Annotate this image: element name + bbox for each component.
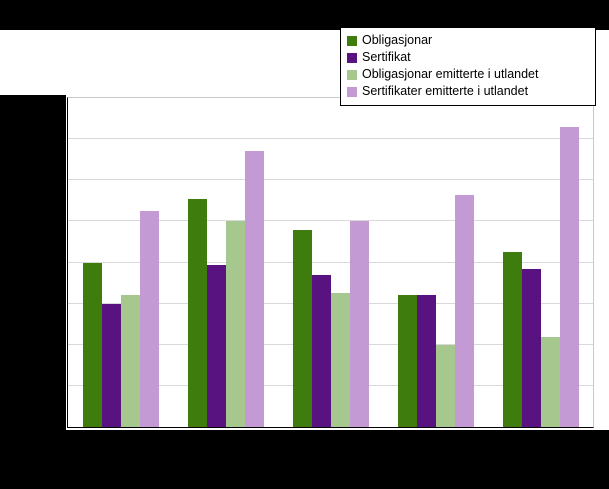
bar — [82, 262, 102, 427]
bar — [435, 344, 455, 427]
bar — [187, 198, 207, 427]
legend-item: Obligasjonar emitterte i utlandet — [347, 66, 589, 83]
bar — [349, 221, 369, 427]
bar — [101, 303, 121, 427]
legend: Obligasjonar Sertifikat Obligasjonar emi… — [340, 27, 596, 106]
bar — [559, 126, 579, 427]
legend-swatch-icon — [347, 86, 357, 97]
gridline — [68, 220, 593, 222]
bar — [311, 274, 331, 427]
bar — [521, 268, 541, 427]
bar-group — [173, 98, 278, 427]
bar — [502, 252, 522, 427]
legend-item: Obligasjonar — [347, 32, 589, 49]
gridline — [68, 261, 593, 263]
legend-label: Obligasjonar emitterte i utlandet — [362, 67, 539, 81]
bar-group — [278, 98, 383, 427]
bar-group — [68, 98, 173, 427]
bar — [454, 194, 474, 427]
bar — [540, 336, 560, 427]
legend-item: Sertifikat — [347, 49, 589, 66]
bar-groups — [68, 98, 593, 427]
legend-swatch-icon — [347, 69, 357, 80]
legend-label: Sertifikater emitterte i utlandet — [362, 84, 529, 98]
legend-label: Sertifikat — [362, 50, 411, 64]
bar — [330, 293, 350, 427]
bar — [225, 221, 245, 427]
bar — [292, 229, 312, 427]
bar — [139, 211, 159, 427]
legend-swatch-icon — [347, 52, 357, 63]
bar — [416, 295, 436, 427]
legend-item: Sertifikater emitterte i utlandet — [347, 83, 589, 100]
gridline — [68, 179, 593, 181]
bar — [397, 295, 417, 427]
bar — [120, 295, 140, 427]
legend-swatch-icon — [347, 35, 357, 46]
legend-label: Obligasjonar — [362, 33, 433, 47]
gridline — [68, 138, 593, 140]
bar-group — [383, 98, 488, 427]
bar — [206, 264, 226, 427]
bar — [244, 151, 264, 427]
left-redaction-strip — [0, 95, 66, 430]
bar-group — [488, 98, 593, 427]
plot-area — [67, 97, 594, 428]
